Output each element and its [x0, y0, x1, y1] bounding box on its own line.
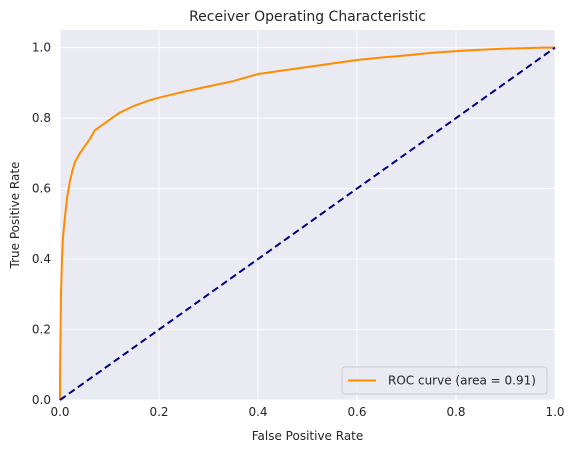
- x-axis-title: False Positive Rate: [252, 429, 364, 443]
- x-tick-label: 1.0: [545, 405, 564, 419]
- x-tick-label: 0.8: [446, 405, 465, 419]
- grid-lines: [59, 30, 556, 401]
- y-tick-label: 0.2: [32, 323, 51, 337]
- y-tick-label: 0.4: [32, 252, 51, 266]
- legend: ROC curve (area = 0.91): [341, 366, 548, 395]
- x-tick-label: 0.4: [248, 405, 267, 419]
- y-tick-label: 0.0: [32, 393, 51, 407]
- plot-background: [60, 30, 555, 400]
- x-tick-label: 0.0: [50, 405, 69, 419]
- chance-diagonal-line: [59, 46, 556, 401]
- x-tick-label: 0.2: [149, 405, 168, 419]
- x-tick-label: 0.6: [347, 405, 366, 419]
- y-axis-title: True Positive Rate: [8, 162, 22, 270]
- y-tick-label: 1.0: [32, 41, 51, 55]
- legend-label-roc: ROC curve (area = 0.91): [388, 374, 536, 388]
- series-layer: [59, 46, 556, 401]
- roc-curve-line: [59, 46, 555, 400]
- chart-title: Receiver Operating Characteristic: [189, 9, 426, 25]
- legend-box: [341, 366, 548, 395]
- y-tick-label: 0.6: [32, 182, 51, 196]
- tick-labels: 0.0 0.2 0.4 0.6 0.8 1.0 0.0 0.2 0.4 0.6 0.8 1.0: [32, 41, 565, 419]
- y-tick-label: 0.8: [32, 111, 51, 125]
